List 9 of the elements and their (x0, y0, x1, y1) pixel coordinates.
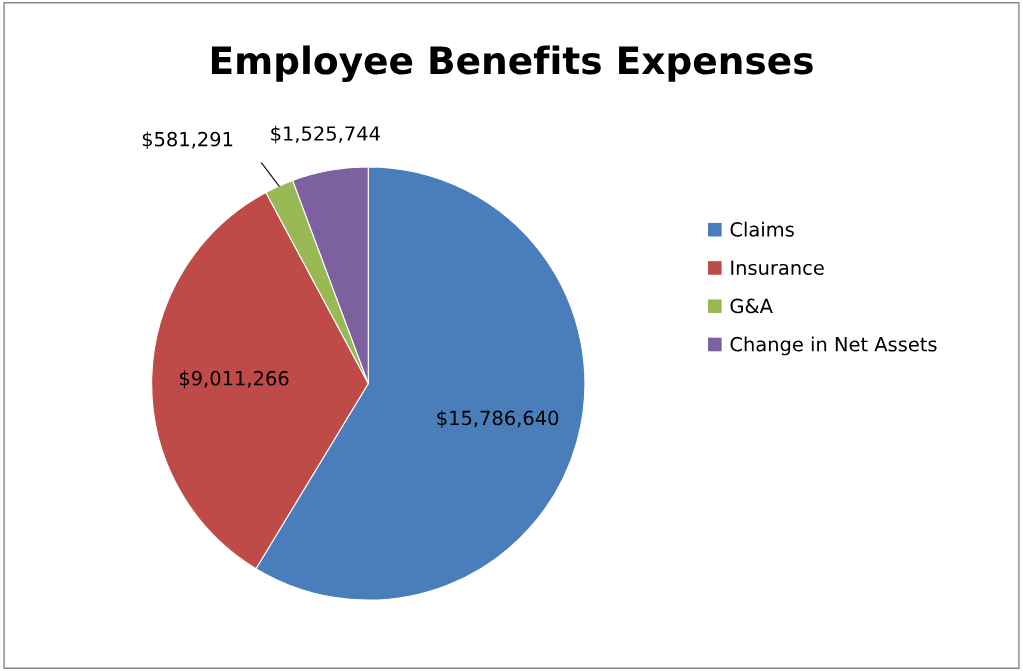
data-label: $15,786,640 (437, 410, 559, 428)
legend-label: Insurance (731, 260, 824, 276)
legend-label: Change in Net Assets (730, 336, 937, 356)
data-label: $1,525,744 (271, 125, 380, 144)
legend-label: G&A (730, 298, 773, 314)
legend-label: Claims (730, 221, 794, 237)
data-label: $9,011,266 (179, 370, 289, 389)
chart-title: Employee Benefits Expenses (211, 45, 813, 83)
data-label: $581,291 (142, 131, 233, 150)
